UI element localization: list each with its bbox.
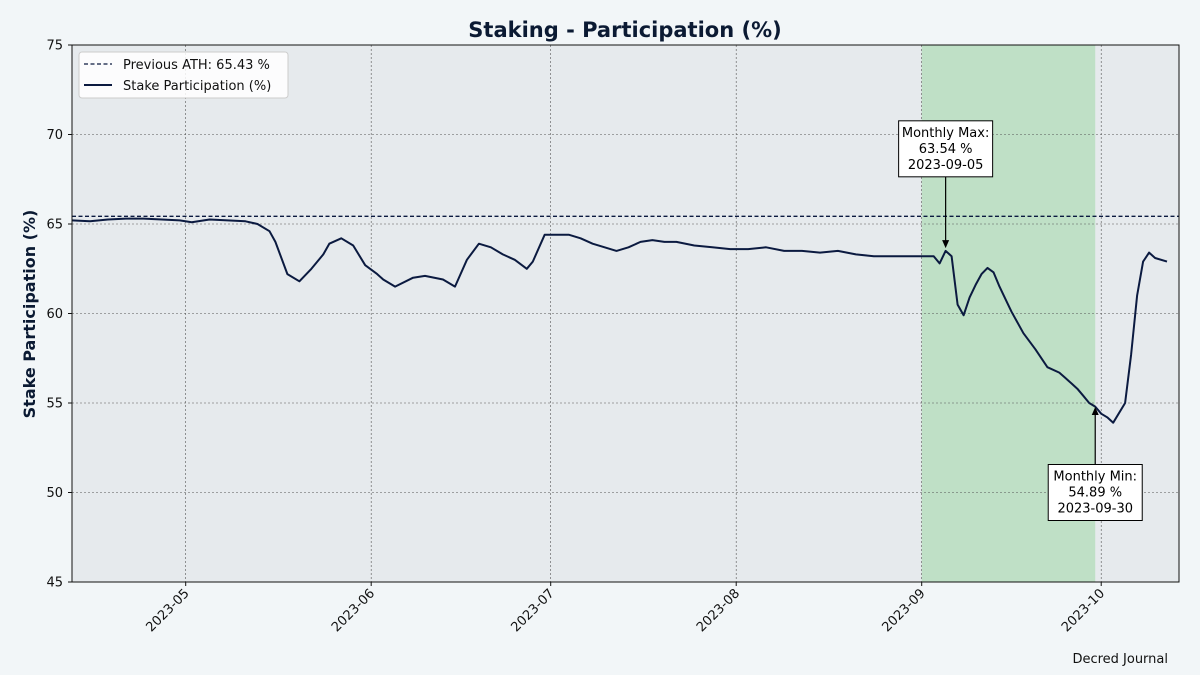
y-tick-label: 70 [46,128,63,143]
y-tick-label: 45 [46,576,63,591]
annotation-monthly-max: Monthly Max:63.54 %2023-09-05 [898,120,994,249]
y-tick-label: 75 [46,39,63,54]
annotation-text-line: Monthly Min: [1053,470,1137,485]
x-tick-label: 2023-07 [509,586,558,635]
chart-title: Staking - Participation (%) [468,18,781,42]
annotation-arrow-head [942,240,950,249]
y-tick-label: 65 [46,218,63,233]
legend-box [78,51,289,99]
annotation-text-line: 54.89 % [1068,486,1122,501]
x-tick-label: 2023-05 [143,586,192,635]
annotation-arrow-head [1091,406,1099,415]
x-tick-label: 2023-10 [1059,586,1108,635]
annotation-text-line: 2023-09-05 [908,158,984,173]
annotation-box [1047,464,1143,521]
x-tick-label: 2023-08 [694,586,743,635]
y-tick-label: 50 [46,486,63,501]
y-axis-label: Stake Participation (%) [20,210,39,419]
annotation-text-line: 2023-09-30 [1057,502,1133,517]
x-tick-label: 2023-09 [880,586,929,635]
footer-credit: Decred Journal [1072,652,1168,667]
x-tick-label: 2023-06 [329,586,378,635]
annotation-box [898,120,994,178]
legend: Previous ATH: 65.43 % Stake Participatio… [78,51,289,99]
y-tick-label: 60 [46,307,63,322]
annotation-text-line: 63.54 % [919,142,973,157]
series-line-stake-participation [71,217,1168,424]
annotation-monthly-min: Monthly Min:54.89 %2023-09-30 [1047,406,1143,521]
legend-label-ath: Previous ATH: 65.43 % [123,58,270,73]
legend-label-series: Stake Participation (%) [123,79,271,94]
annotation-text-line: Monthly Max: [902,126,989,141]
y-tick-label: 55 [46,397,63,412]
